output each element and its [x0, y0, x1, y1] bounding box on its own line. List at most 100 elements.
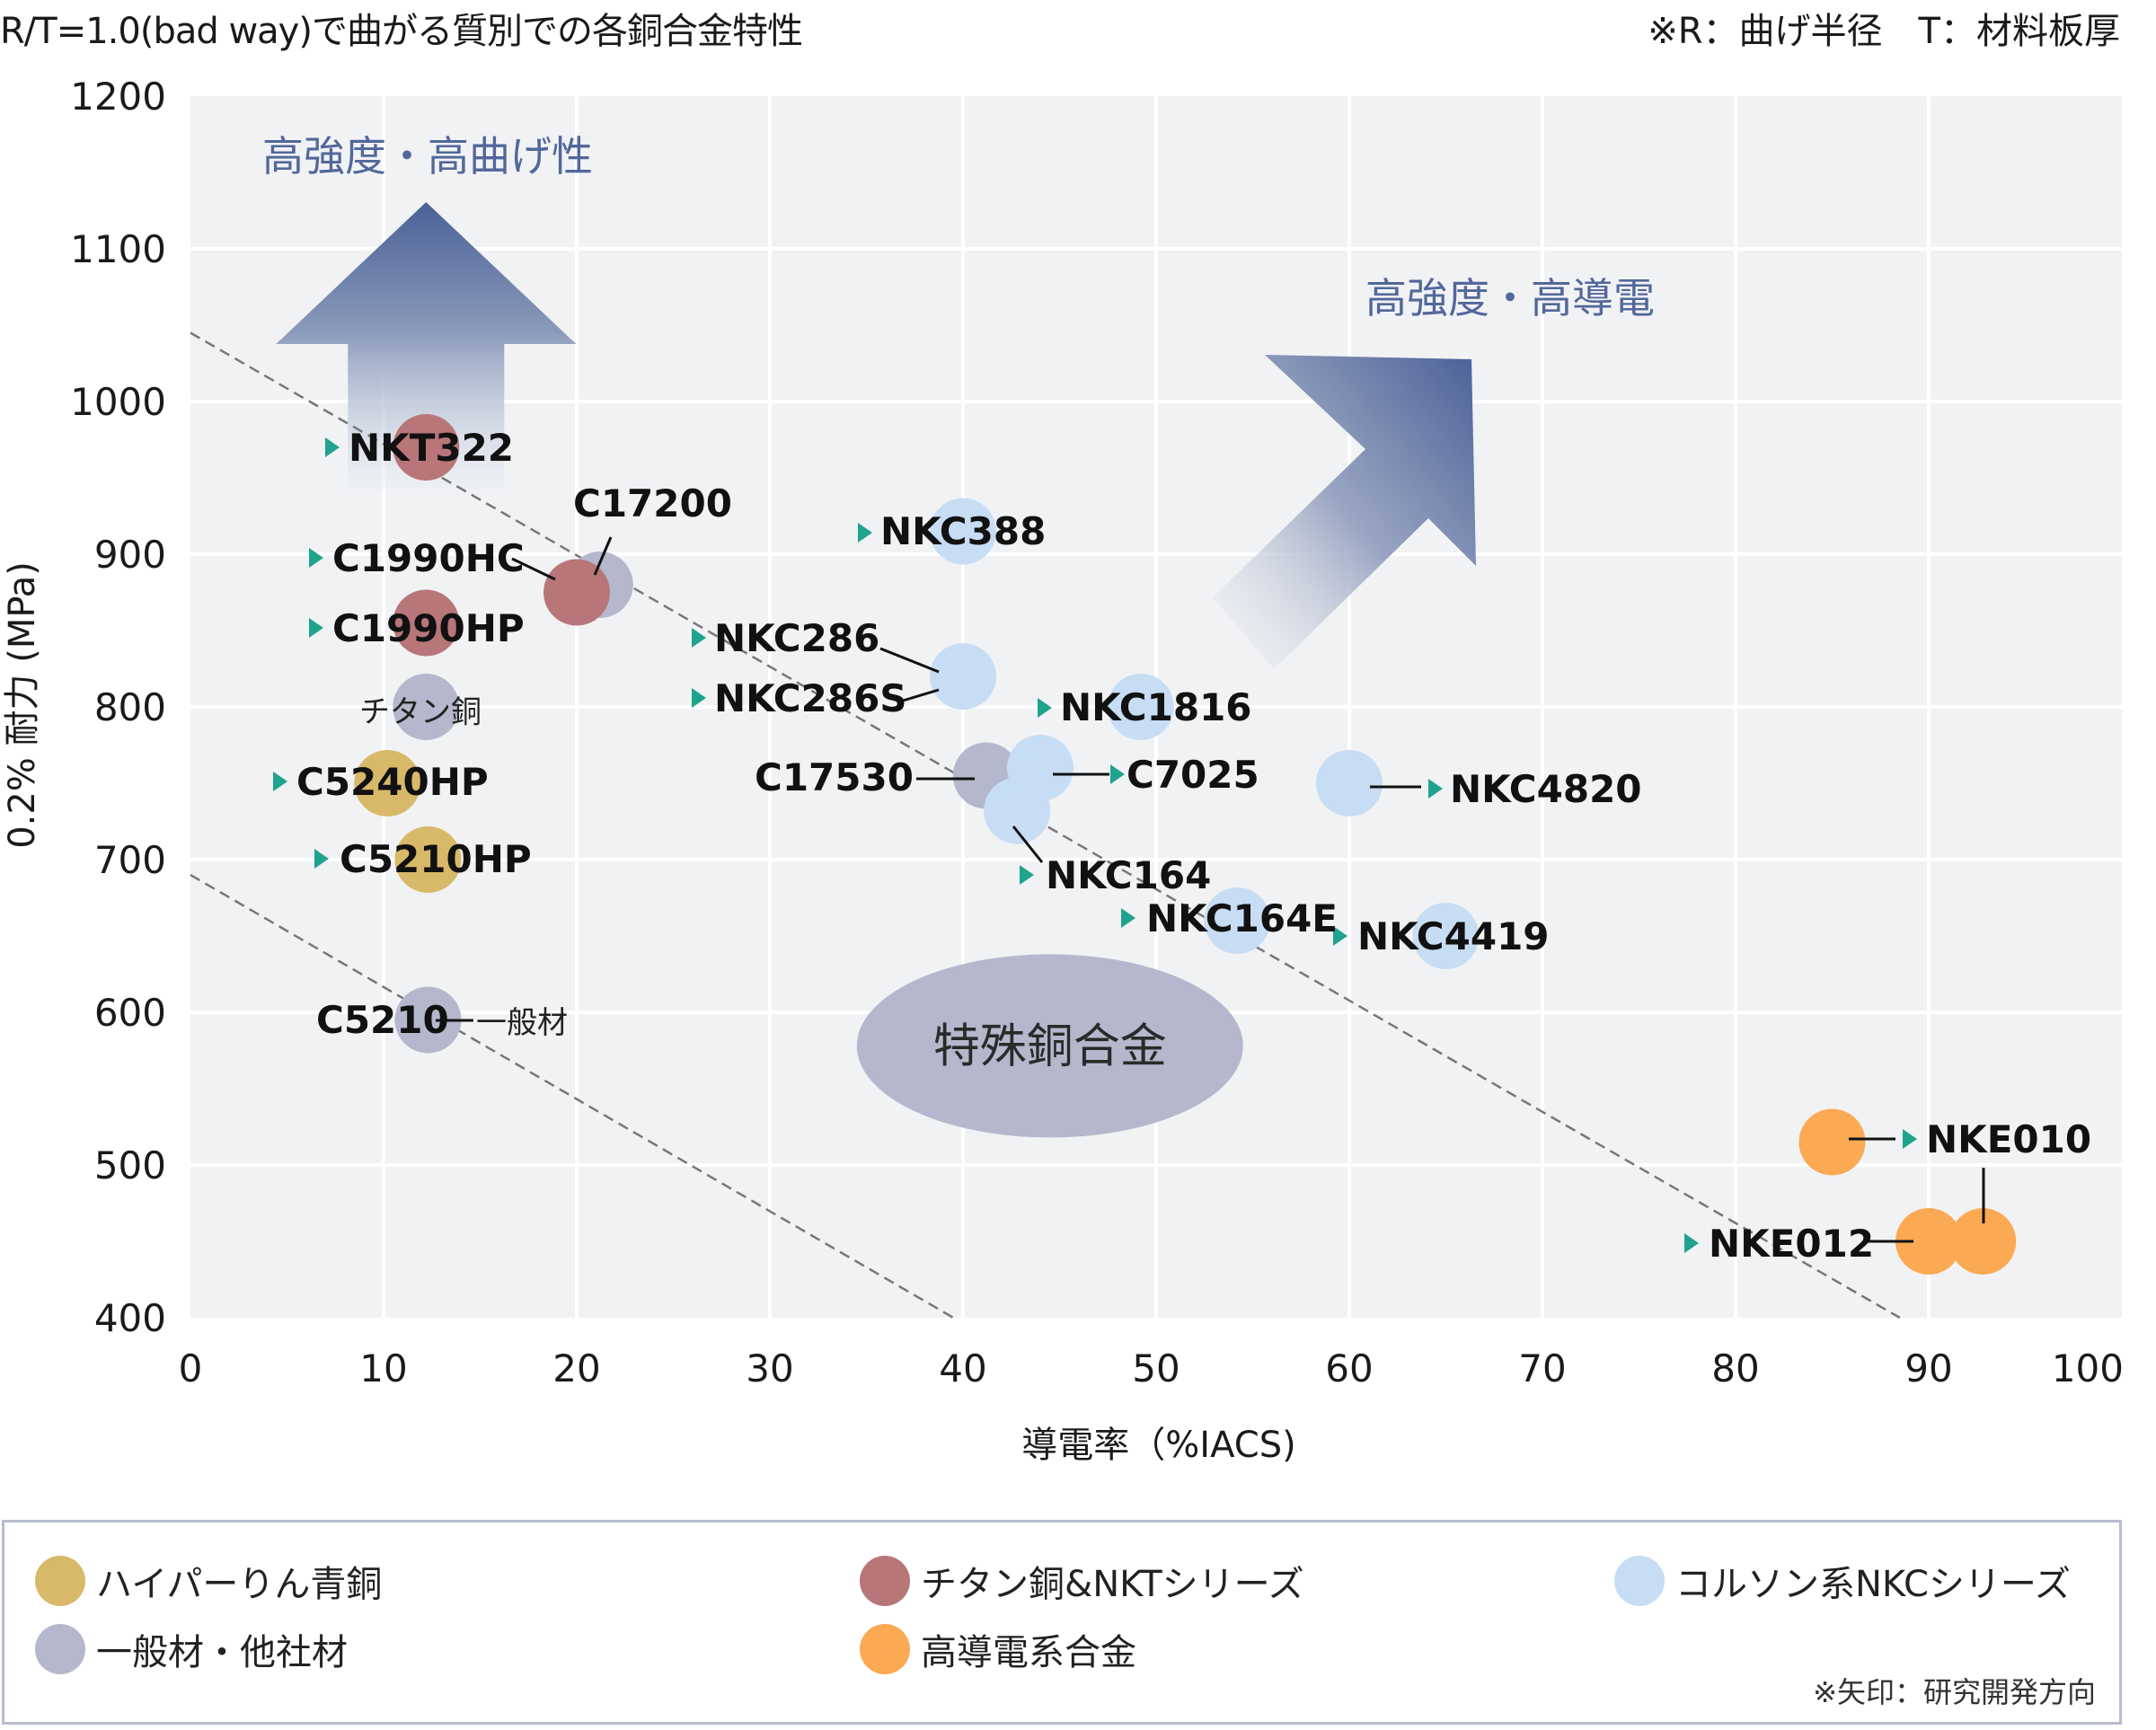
y-tick-label: 500 [94, 1143, 166, 1187]
marker-triangle-icon [325, 437, 340, 457]
legend-item-titanium: チタン銅&NKTシリーズ [860, 1555, 1304, 1607]
chart-title: R/T=1.0(bad way)で曲がる質別での各銅合金特性 [0, 11, 803, 52]
legend-note: ※矢印：研究開発方向 [1813, 1675, 2096, 1709]
marker-triangle-icon [1333, 926, 1348, 946]
data-points [354, 414, 2017, 1275]
data-point [1895, 1208, 1962, 1275]
y-tick-label: 600 [94, 991, 166, 1035]
data-point [394, 826, 462, 893]
legend-dot-icon [860, 1556, 910, 1606]
data-point [543, 559, 610, 626]
marker-triangle-icon [273, 772, 287, 791]
chart-note: ※R：曲げ半径 T：材料板厚 [1648, 11, 2120, 52]
data-point [1798, 1108, 1866, 1176]
reference-line [190, 873, 954, 1320]
legend-dot-icon [1614, 1556, 1665, 1606]
marker-triangle-icon [1428, 779, 1443, 799]
legend-item-general: 一般材・他社材 [35, 1623, 348, 1675]
point-label-nkc164e: NKC164E [1146, 896, 1338, 940]
marker-triangle-icon [1121, 908, 1135, 928]
data-point [930, 643, 996, 710]
y-tick-label: 900 [94, 533, 166, 577]
x-tick-label: 30 [746, 1346, 793, 1390]
point-label-nkc286s: NKC286S [714, 676, 907, 720]
y-tick-label: 800 [94, 685, 166, 729]
legend-dot-icon [860, 1624, 910, 1674]
point-label-nke012: NKE012 [1709, 1222, 1874, 1266]
marker-triangle-icon [1903, 1129, 1917, 1149]
data-point [1107, 674, 1174, 740]
x-tick-label: 10 [359, 1346, 407, 1390]
x-tick-label: 50 [1132, 1346, 1180, 1390]
x-tick-label: 20 [552, 1346, 600, 1390]
x-tick-label: 0 [179, 1346, 203, 1390]
x-tick-label: 80 [1711, 1346, 1759, 1390]
leader-lines [436, 536, 1985, 1243]
x-tick-label: 100 [2052, 1346, 2124, 1390]
reference-line [190, 331, 1901, 1320]
leader-line [593, 536, 613, 576]
up-arrow-icon [276, 202, 577, 490]
marker-triangle-icon [314, 849, 329, 869]
point-label-c7025: C7025 [1127, 753, 1259, 797]
point-label-nkc164: NKC164 [1046, 853, 1211, 897]
point-label-nkc4419: NKC4419 [1357, 914, 1550, 958]
leader-line [511, 557, 556, 581]
y-tick-label: 1000 [70, 380, 166, 424]
point-label-general-material: 一般材 [476, 1005, 568, 1041]
y-tick-label: 1100 [70, 227, 166, 271]
marker-triangle-icon [1110, 764, 1125, 784]
data-point [394, 986, 462, 1054]
marker-triangle-icon [1038, 698, 1052, 718]
diagonal-arrow-icon [1213, 355, 1476, 669]
diagonal-arrow-label: 高強度・高導電 [1365, 274, 1655, 322]
data-point [393, 414, 460, 481]
point-label-nkt322: NKT322 [349, 426, 514, 470]
point-label-c5240hp: C5240HP [296, 760, 489, 804]
point-label-c1990hp: C1990HP [332, 606, 525, 650]
data-point [1316, 750, 1383, 816]
marker-triangle-icon [1020, 865, 1034, 885]
marker-triangle-icon [309, 548, 323, 568]
y-axis-label: 0.2% 耐力 (MPa) [2, 561, 43, 849]
marker-triangle-icon [692, 688, 706, 708]
legend-item-corson: コルソン系NKCシリーズ [1614, 1555, 2071, 1607]
x-axis-ticks: 0 10 20 30 40 50 60 70 80 90 100 [179, 1346, 2124, 1390]
label-markers [273, 437, 1917, 1253]
legend-label: 一般材・他社材 [96, 1632, 348, 1673]
point-label-titanium-copper: チタン銅 [359, 694, 482, 730]
x-tick-label: 90 [1904, 1346, 1952, 1390]
up-arrow-label: 高強度・高曲げ性 [262, 132, 593, 181]
leader-line [902, 688, 940, 702]
marker-triangle-icon [692, 628, 706, 648]
marker-triangle-icon [309, 618, 323, 638]
y-tick-label: 1200 [70, 75, 166, 119]
data-point [1204, 887, 1271, 954]
reference-lines [190, 331, 1901, 1320]
y-axis-ticks: 400 500 600 700 800 900 1000 1100 1200 [70, 75, 166, 1340]
legend: ハイパーりん青銅 チタン銅&NKTシリーズ コルソン系NKCシリーズ 一般材・他… [2, 1520, 2122, 1725]
legend-label: コルソン系NKCシリーズ [1675, 1564, 2071, 1605]
legend-label: チタン銅&NKTシリーズ [921, 1564, 1304, 1605]
leader-line [1012, 825, 1044, 863]
point-label-nke010: NKE010 [1926, 1117, 2091, 1161]
data-point [1007, 735, 1074, 801]
x-tick-label: 60 [1325, 1346, 1373, 1390]
data-point [1412, 903, 1480, 969]
x-tick-label: 70 [1518, 1346, 1566, 1390]
point-label-nkc286: NKC286 [714, 616, 879, 660]
legend-dot-icon [35, 1556, 85, 1606]
y-tick-label: 700 [94, 838, 166, 882]
x-axis-label: 導電率（%IACS) [1021, 1425, 1295, 1466]
point-label-nkc388: NKC388 [880, 509, 1046, 553]
point-label-c17530: C17530 [755, 755, 914, 799]
data-point [930, 498, 996, 565]
point-label-c1990hc: C1990HC [332, 536, 525, 580]
legend-item-highcond: 高導電系合金 [860, 1623, 1136, 1675]
legend-label: ハイパーりん青銅 [96, 1564, 383, 1605]
legend-item-hyper: ハイパーりん青銅 [35, 1555, 382, 1607]
legend-dot-icon [35, 1624, 85, 1674]
x-tick-label: 40 [939, 1346, 986, 1390]
special-alloy-label: 特殊銅合金 [933, 1019, 1167, 1073]
y-tick-label: 400 [94, 1296, 166, 1340]
